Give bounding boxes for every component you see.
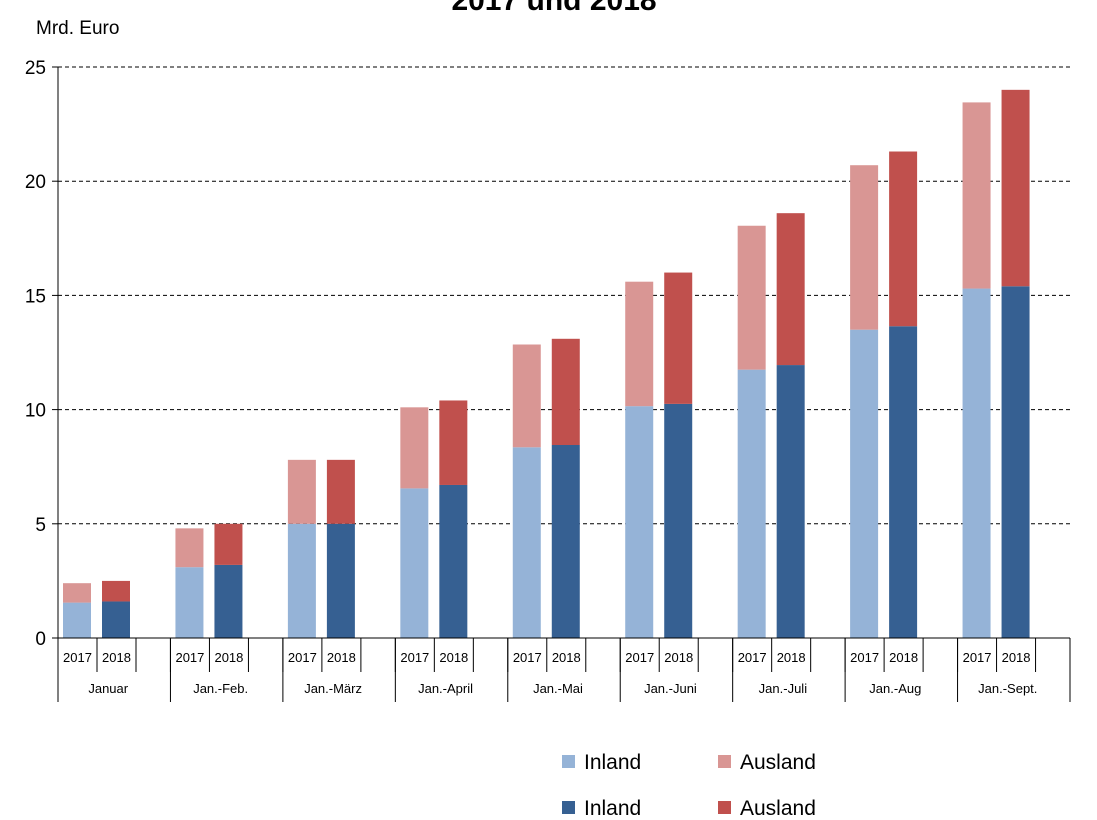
y-axis-ticks: 0 5 10 15 20 25	[25, 58, 58, 650]
bar-ausland-2018	[439, 400, 468, 485]
x-year-label: 2018	[102, 650, 131, 665]
x-axis: 2017 2018 Januar 2017 2018 Jan.-Feb. 2017 2018 J…	[57, 67, 1071, 702]
x-year-label: 2017	[625, 650, 654, 665]
bar-ausland-2017	[737, 225, 766, 370]
x-category-label: Jan.-Aug	[869, 681, 921, 696]
bar-inland-2017	[63, 602, 91, 638]
x-year-label: 2017	[738, 650, 767, 665]
bar-inland-2017	[400, 488, 429, 638]
bar-inland-2018	[326, 523, 355, 638]
bar-inland-2018	[214, 564, 243, 638]
bar-inland-2018	[1001, 286, 1030, 638]
x-year-label: 2018	[327, 650, 356, 665]
bar-inland-2017	[287, 523, 316, 638]
x-category-label: Jan.-Juli	[759, 681, 808, 696]
bar-inland-2017	[962, 288, 991, 638]
x-year-label: 2018	[777, 650, 806, 665]
x-year-label: 2017	[963, 650, 992, 665]
x-year-label: 2017	[400, 650, 429, 665]
legend-label: Inland	[584, 797, 641, 820]
legend-swatch	[718, 801, 731, 814]
x-category-label: Jan.-Mai	[533, 681, 583, 696]
unit-label: Mrd. Euro	[36, 18, 119, 39]
y-tick-label: 20	[25, 172, 46, 193]
legend-swatch	[562, 801, 575, 814]
y-tick-label: 15	[25, 286, 46, 307]
legend-swatch	[562, 755, 575, 768]
legend: Inland Ausland Inland Ausland	[562, 751, 816, 820]
x-year-label: 2018	[889, 650, 918, 665]
x-category-label: Jan.-Feb.	[193, 681, 248, 696]
bar-inland-2018	[664, 403, 693, 638]
bar-ausland-2017	[63, 583, 91, 603]
bar-inland-2018	[551, 445, 580, 638]
x-year-label: 2018	[439, 650, 468, 665]
bar-inland-2017	[737, 369, 766, 638]
x-year-label: 2017	[288, 650, 317, 665]
x-year-label: 2017	[63, 650, 92, 665]
x-category-label: Jan.-April	[418, 681, 473, 696]
legend-label: Ausland	[740, 797, 816, 820]
bars	[63, 89, 1030, 638]
x-category-label: Januar	[88, 681, 128, 696]
y-tick-label: 5	[35, 515, 46, 536]
bar-ausland-2018	[889, 151, 918, 327]
legend-label: Inland	[584, 751, 641, 774]
legend-label: Ausland	[740, 751, 816, 774]
x-year-label: 2018	[214, 650, 243, 665]
bar-inland-2018	[776, 365, 805, 638]
bar-inland-2018	[439, 484, 468, 638]
x-year-label: 2018	[664, 650, 693, 665]
bar-inland-2017	[512, 447, 541, 638]
bar-ausland-2017	[175, 528, 204, 568]
bar-ausland-2018	[102, 580, 130, 602]
bar-ausland-2017	[850, 165, 879, 330]
bar-ausland-2018	[214, 523, 243, 565]
x-year-label: 2017	[513, 650, 542, 665]
y-tick-label: 0	[35, 629, 46, 650]
bar-inland-2018	[102, 601, 130, 638]
bar-ausland-2017	[625, 281, 654, 407]
bar-ausland-2018	[326, 459, 355, 524]
x-category-label: Jan.-März	[304, 681, 362, 696]
bar-ausland-2017	[512, 344, 541, 448]
bar-inland-2018	[889, 326, 918, 638]
x-year-label: 2017	[850, 650, 879, 665]
chart-title: 2017 und 2018	[451, 0, 656, 17]
bar-inland-2017	[625, 406, 654, 638]
x-category-label: Jan.-Juni	[644, 681, 697, 696]
y-tick-label: 10	[25, 401, 46, 422]
legend-swatch	[718, 755, 731, 768]
bar-ausland-2017	[287, 459, 316, 524]
bar-ausland-2018	[551, 338, 580, 446]
x-category-label: Jan.-Sept.	[978, 681, 1037, 696]
bar-ausland-2018	[664, 272, 693, 404]
y-tick-label: 25	[25, 58, 46, 79]
x-year-label: 2018	[552, 650, 581, 665]
bar-ausland-2018	[776, 213, 805, 366]
bar-ausland-2017	[400, 407, 429, 489]
x-year-label: 2018	[1002, 650, 1031, 665]
bar-ausland-2017	[962, 102, 991, 289]
x-year-label: 2017	[175, 650, 204, 665]
bar-inland-2017	[175, 567, 204, 638]
bar-ausland-2018	[1001, 89, 1030, 287]
bar-inland-2017	[850, 329, 879, 638]
